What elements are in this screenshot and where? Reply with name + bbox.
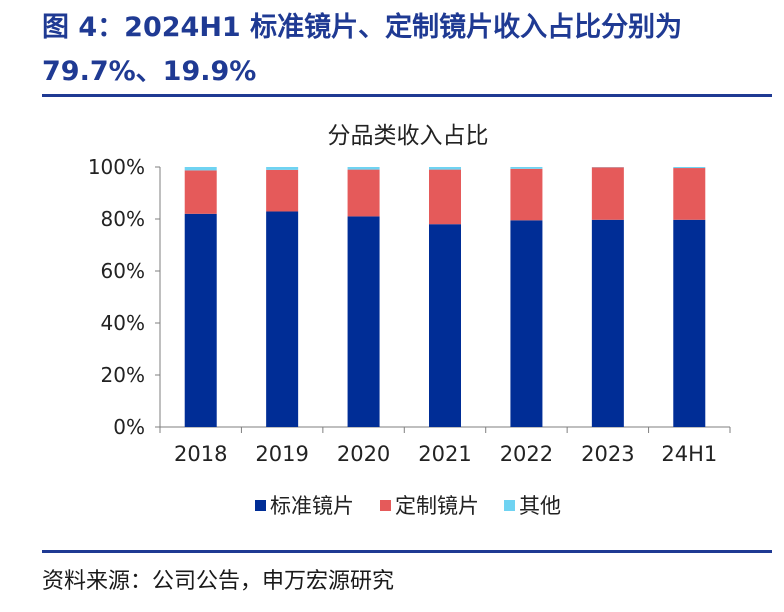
legend-swatch — [504, 500, 515, 511]
x-tick-label: 2018 — [174, 442, 227, 466]
bar-custom-2023 — [591, 167, 624, 220]
bar-custom-2022 — [510, 168, 543, 221]
legend-item: 定制镜片 — [380, 494, 479, 518]
bar-other-2022 — [510, 167, 543, 169]
figure-title: 图 4：2024H1 标准镜片、定制镜片收入占比分别为79.7%、19.9% — [42, 12, 683, 87]
y-tick-label: 40% — [101, 311, 145, 335]
y-tick-label: 80% — [101, 207, 145, 231]
legend-swatch — [380, 500, 391, 511]
bar-custom-2018 — [184, 170, 217, 214]
legend-item: 其他 — [504, 494, 561, 518]
bar-standard-2023 — [591, 219, 624, 427]
x-tick-label: 2020 — [337, 442, 390, 466]
y-tick-label: 60% — [101, 259, 145, 283]
title-divider — [42, 94, 772, 97]
x-tick-label: 2022 — [500, 442, 553, 466]
bar-other-2021 — [429, 167, 461, 170]
y-tick-label: 0% — [113, 415, 145, 439]
bar-standard-2022 — [510, 220, 543, 427]
bar-standard-2021 — [429, 224, 461, 427]
legend-label: 标准镜片 — [270, 494, 354, 518]
x-tick-label: 2023 — [581, 442, 634, 466]
legend-label: 其他 — [519, 494, 561, 518]
source-divider — [42, 550, 772, 553]
bar-standard-2020 — [347, 216, 380, 427]
bar-standard-24H1 — [673, 219, 706, 427]
bar-other-2018 — [184, 167, 217, 171]
legend-swatch — [255, 500, 266, 511]
bar-standard-2018 — [184, 213, 217, 427]
legend-label: 定制镜片 — [395, 494, 479, 518]
chart-title: 分品类收入占比 — [328, 123, 489, 149]
bar-other-2020 — [347, 167, 380, 170]
y-tick-label: 100% — [88, 155, 145, 179]
legend-item: 标准镜片 — [255, 494, 354, 518]
y-tick-label: 20% — [101, 363, 145, 387]
bar-custom-24H1 — [673, 168, 706, 220]
bar-other-24H1 — [673, 167, 706, 169]
x-tick-label: 24H1 — [661, 442, 717, 466]
x-tick-label: 2019 — [255, 442, 308, 466]
bar-custom-2020 — [347, 169, 380, 217]
bar-standard-2019 — [266, 211, 299, 427]
bar-custom-2021 — [429, 169, 461, 225]
source-note: 资料来源：公司公告，申万宏源研究 — [42, 569, 395, 594]
x-tick-label: 2021 — [418, 442, 471, 466]
bar-other-2019 — [266, 167, 299, 170]
bar-custom-2019 — [266, 169, 299, 212]
